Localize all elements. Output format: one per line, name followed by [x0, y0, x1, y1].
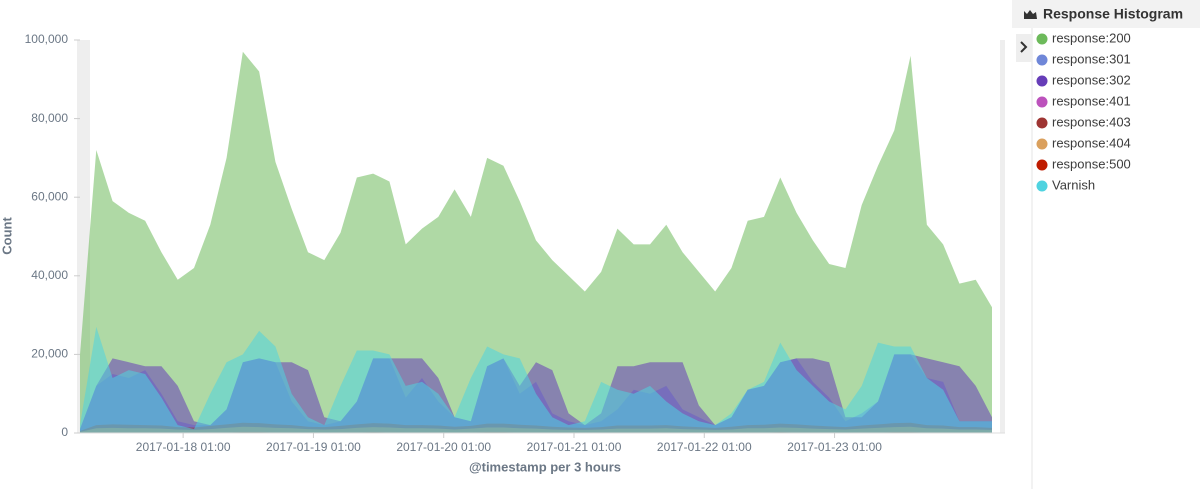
x-tick-label: 2017-01-23 01:00 [787, 440, 882, 454]
legend-swatch [1036, 138, 1048, 150]
legend-swatch [1036, 75, 1048, 87]
x-tick-label: 2017-01-20 01:00 [396, 440, 491, 454]
y-tick-label: 100,000 [25, 32, 69, 46]
legend-swatch [1036, 33, 1048, 45]
area [80, 326, 992, 433]
legend: response:200 response:301 response:302 resp… [1036, 30, 1131, 192]
x-tick-label: 2017-01-22 01:00 [657, 440, 752, 454]
legend-label[interactable]: Varnish [1052, 177, 1095, 192]
legend-swatch [1036, 117, 1048, 129]
x-tick-label: 2017-01-21 01:00 [527, 440, 622, 454]
legend-item[interactable]: response:302 [1036, 72, 1131, 87]
plot-area [80, 51, 992, 433]
y-tick-label: 80,000 [31, 111, 68, 125]
x-axis-title: @timestamp per 3 hours [469, 459, 621, 474]
legend-item[interactable]: response:404 [1036, 135, 1131, 150]
x-tick-label: 2017-01-18 01:00 [136, 440, 231, 454]
legend-item[interactable]: response:301 [1036, 51, 1131, 66]
legend-item[interactable]: response:500 [1036, 156, 1131, 171]
legend-label[interactable]: response:404 [1052, 135, 1131, 150]
y-tick-label: 40,000 [31, 268, 68, 282]
legend-label[interactable]: response:500 [1052, 156, 1131, 171]
toggle-arrow [1020, 41, 1028, 53]
legend-label[interactable]: response:401 [1052, 93, 1131, 108]
legend-swatch [1036, 180, 1048, 192]
legend-item[interactable]: Varnish [1036, 177, 1096, 192]
legend-swatch [1036, 54, 1048, 66]
legend-item[interactable]: response:403 [1036, 114, 1131, 129]
legend-label[interactable]: response:302 [1052, 72, 1131, 87]
area [80, 51, 992, 433]
legend-item[interactable]: response:401 [1036, 93, 1131, 108]
legend-swatch [1036, 96, 1048, 108]
x-tick-label: 2017-01-19 01:00 [266, 440, 361, 454]
brush-edge [1000, 40, 1005, 433]
y-tick-label: 0 [61, 425, 68, 439]
y-axis-title: Count [0, 217, 14, 255]
legend-header [1012, 0, 1200, 28]
y-tick-label: 60,000 [31, 189, 68, 203]
legend-label[interactable]: response:200 [1052, 30, 1131, 45]
legend-label[interactable]: response:301 [1052, 51, 1131, 66]
legend-label[interactable]: response:403 [1052, 114, 1131, 129]
legend-item[interactable]: response:200 [1036, 30, 1131, 45]
y-tick-label: 20,000 [31, 347, 68, 361]
legend-title: Response Histogram [1043, 6, 1183, 22]
chart-icon [1024, 10, 1037, 19]
legend-swatch [1036, 159, 1048, 171]
